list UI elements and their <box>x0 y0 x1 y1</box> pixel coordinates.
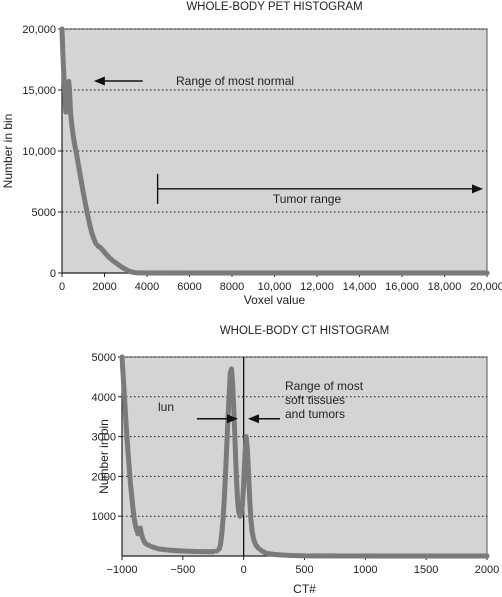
chart-title: WHOLE-BODY PET HISTOGRAM <box>186 1 362 13</box>
x-tick-label: 2000 <box>92 281 116 293</box>
annotation-lung: lun <box>158 400 174 414</box>
annotation-soft-tissue: Range of most <box>285 379 364 393</box>
plot-area <box>121 356 488 557</box>
annotation-soft-tissue: soft tissues <box>285 393 345 407</box>
x-tick-label: 12,000 <box>300 281 334 293</box>
data-series <box>59 26 490 276</box>
arrow-head <box>227 414 238 424</box>
x-tick-label: −1000 <box>107 564 138 576</box>
data-point <box>484 553 490 559</box>
x-tick-label: 2000 <box>475 564 499 576</box>
x-tick-label: 10,000 <box>258 281 292 293</box>
x-tick-label: −500 <box>170 564 195 576</box>
x-tick-label: 0 <box>241 564 247 576</box>
x-tick-label: 18,000 <box>428 281 462 293</box>
arrow-head <box>472 184 483 194</box>
x-axis-label: CT# <box>293 582 316 596</box>
annotation-normal: Range of most normal <box>176 74 294 88</box>
y-tick-label: 0 <box>50 268 56 280</box>
x-axis-label: Voxel value <box>244 293 306 307</box>
x-tick-label: 4000 <box>135 281 159 293</box>
x-tick-label: 8000 <box>220 281 244 293</box>
chart-panel-2: −1000 −500 0 500 1000 1500 2000 1000 2000 3000 400… <box>92 325 500 596</box>
x-tick-label: 6000 <box>177 281 201 293</box>
annotation-soft-tissue: and tumors <box>285 407 345 421</box>
y-tick-label: 20,000 <box>22 24 56 36</box>
y-axis-label: Number in bin <box>97 419 111 494</box>
y-axis-label: Number in bin <box>1 114 15 189</box>
chart-panel-1: 0 2000 4000 6000 8000 10,000 12,000 14,000 16,00… <box>1 1 502 307</box>
arrow-head <box>93 76 105 86</box>
x-tick-label: 1500 <box>414 564 438 576</box>
y-tick-label: 10,000 <box>22 146 56 158</box>
y-tick-label: 15,000 <box>22 85 56 97</box>
x-tick-label: 1000 <box>353 564 377 576</box>
y-tick-label: 3000 <box>92 432 116 444</box>
y-tick-label: 2000 <box>92 471 116 483</box>
x-tick-label: 500 <box>295 564 313 576</box>
data-point <box>484 270 490 276</box>
annotation-tumor: Tumor range <box>273 192 342 206</box>
arrow-head <box>248 414 259 424</box>
data-series <box>119 354 490 559</box>
chart-title: WHOLE-BODY CT HISTOGRAM <box>220 325 389 337</box>
y-tick-label: 1000 <box>92 511 116 523</box>
x-tick-label: 16,000 <box>385 281 419 293</box>
y-tick-label: 4000 <box>92 392 116 404</box>
x-tick-label: 20,000 <box>470 281 502 293</box>
y-tick-label: 5000 <box>92 352 116 364</box>
y-tick-label: 5000 <box>32 207 56 219</box>
x-tick-label: 0 <box>59 281 65 293</box>
x-tick-label: 14,000 <box>343 281 377 293</box>
